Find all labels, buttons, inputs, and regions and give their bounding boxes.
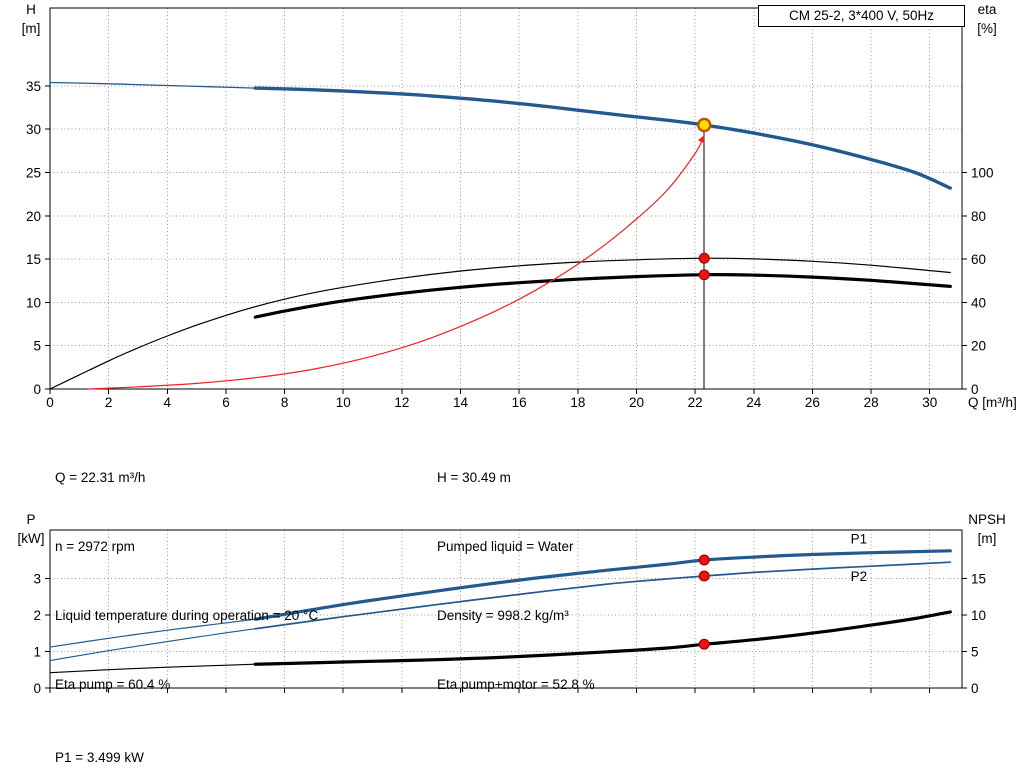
svg-text:16: 16 [512,395,527,410]
svg-text:4: 4 [164,395,172,410]
svg-text:24: 24 [746,395,762,410]
svg-text:8: 8 [281,395,289,410]
svg-text:eta: eta [978,2,997,17]
svg-text:[kW]: [kW] [18,531,45,546]
svg-text:6: 6 [222,395,230,410]
svg-text:[m]: [m] [22,21,41,36]
svg-text:2: 2 [105,395,113,410]
svg-text:15: 15 [971,571,986,586]
operating-data-left: Q = 22.31 m³/h n = 2972 rpm Liquid tempe… [55,420,318,742]
svg-text:20: 20 [26,209,41,224]
svg-text:10: 10 [26,295,41,310]
svg-text:60: 60 [971,252,986,267]
svg-text:P1: P1 [851,532,868,547]
svg-text:20: 20 [629,395,644,410]
liquid-temperature-value: Liquid temperature during operation = 20… [55,608,319,623]
eta-pump-motor-value: Eta pump+motor = 52.8 % [437,677,595,692]
svg-text:40: 40 [971,295,986,310]
svg-text:18: 18 [570,395,585,410]
svg-text:5: 5 [33,339,41,354]
svg-text:30: 30 [26,122,41,137]
svg-text:30: 30 [922,395,937,410]
svg-text:10: 10 [336,395,351,410]
pumped-liquid-value: Pumped liquid = Water [437,539,574,554]
svg-text:100: 100 [971,166,994,181]
eta-pump-value: Eta pump = 60.4 % [55,677,171,692]
svg-text:28: 28 [864,395,879,410]
flow-value: Q = 22.31 m³/h [55,470,146,485]
svg-text:80: 80 [971,209,986,224]
svg-text:20: 20 [971,339,986,354]
speed-value: n = 2972 rpm [55,539,135,554]
power-npsh-chart: 0 1 2 3 0 5 10 15 P [kW] NPSH [m] P1 P2 [18,512,1006,696]
p1-value: P1 = 3.499 kW [55,750,144,765]
svg-text:10: 10 [971,608,986,623]
svg-text:0: 0 [971,382,979,397]
svg-text:3: 3 [33,571,41,586]
svg-text:12: 12 [394,395,409,410]
svg-text:Q [m³/h]: Q [m³/h] [968,395,1017,410]
svg-text:25: 25 [26,166,41,181]
density-value: Density = 998.2 kg/m³ [437,608,569,623]
svg-text:22: 22 [688,395,703,410]
operating-data-right: H = 30.49 m Pumped liquid = Water Densit… [437,420,595,742]
svg-text:5: 5 [971,644,979,659]
svg-text:26: 26 [805,395,820,410]
svg-text:0: 0 [971,681,979,696]
pump-model-badge: CM 25-2, 3*400 V, 50Hz [758,5,965,27]
svg-text:P2: P2 [851,569,868,584]
svg-text:1: 1 [33,644,41,659]
svg-text:[%]: [%] [977,21,997,36]
head-value: H = 30.49 m [437,470,511,485]
svg-text:H: H [26,2,36,17]
svg-text:0: 0 [33,681,41,696]
svg-text:14: 14 [453,395,469,410]
svg-text:P: P [26,512,35,527]
svg-text:0: 0 [46,395,54,410]
svg-text:15: 15 [26,252,41,267]
svg-text:NPSH: NPSH [968,512,1006,527]
svg-text:2: 2 [33,608,41,623]
svg-text:35: 35 [26,79,41,94]
power-npsh-data: P1 = 3.499 kW P2 = 3.061 kW NPSH = 5.98 … [55,700,149,781]
svg-text:[m]: [m] [978,531,997,546]
svg-text:0: 0 [33,382,41,397]
